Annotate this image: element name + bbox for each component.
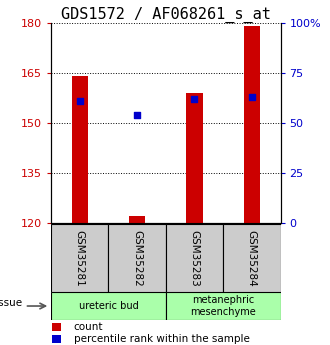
Bar [166,224,223,292]
Bar [52,323,61,331]
Text: tissue: tissue [0,298,23,308]
Bar [166,292,280,320]
Bar [52,335,61,343]
Text: metanephric
mesenchyme: metanephric mesenchyme [190,295,256,317]
Text: GSM35283: GSM35283 [189,229,200,286]
Text: count: count [74,322,103,332]
Text: ureteric bud: ureteric bud [79,301,138,311]
Bar [186,93,203,223]
Point [135,112,140,118]
Text: GSM35284: GSM35284 [247,229,257,286]
Point [77,98,82,104]
Bar [51,224,109,292]
Title: GDS1572 / AF068261_s_at: GDS1572 / AF068261_s_at [61,7,271,23]
Bar [51,292,166,320]
Point [192,96,197,102]
Text: percentile rank within the sample: percentile rank within the sample [74,334,249,344]
Bar [244,27,260,223]
Bar [129,216,145,223]
Point [249,94,254,100]
Bar [72,76,88,223]
Bar [223,224,280,292]
Text: GSM35282: GSM35282 [132,229,142,286]
Bar [109,224,166,292]
Text: GSM35281: GSM35281 [75,229,85,286]
